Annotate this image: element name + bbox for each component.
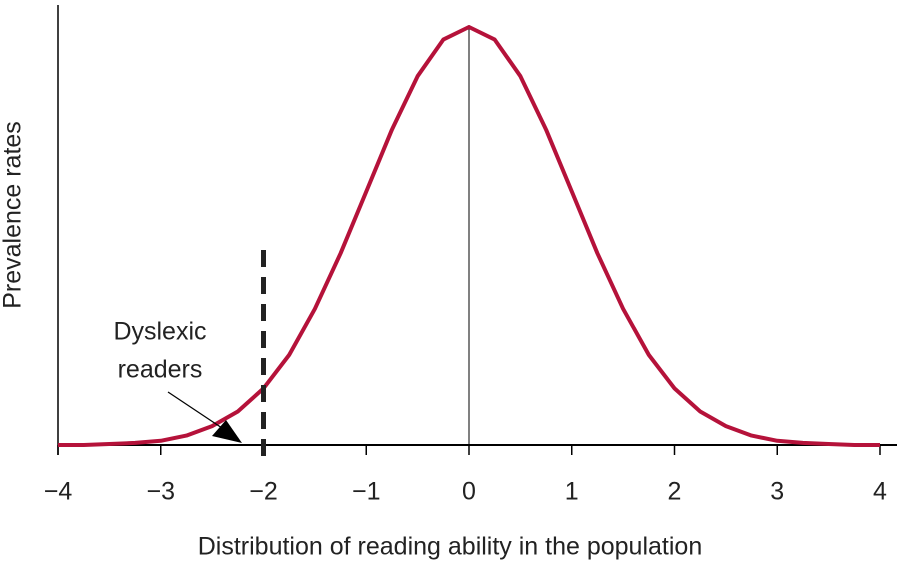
- y-axis-label: Prevalence rates: [0, 121, 27, 309]
- annotation: Dyslexic: [113, 318, 206, 346]
- x-tick-label: 1: [565, 478, 579, 506]
- data-line: [58, 25, 880, 447]
- x-tick-label: −1: [352, 478, 381, 506]
- annotation-leader: [167, 391, 223, 429]
- x-tick-label: −3: [146, 478, 175, 506]
- x-tick-label: 4: [873, 478, 887, 506]
- x-tick-label: −4: [44, 478, 73, 506]
- annotation: readers: [118, 356, 203, 384]
- x-axis-label: Distribution of reading ability in the p…: [198, 533, 702, 561]
- annotation-arrow: [212, 420, 242, 443]
- x-tick-label: 0: [462, 478, 476, 506]
- x-tick-label: 2: [668, 478, 682, 506]
- x-tick-label: 3: [770, 478, 784, 506]
- x-tick-label: −2: [249, 478, 278, 506]
